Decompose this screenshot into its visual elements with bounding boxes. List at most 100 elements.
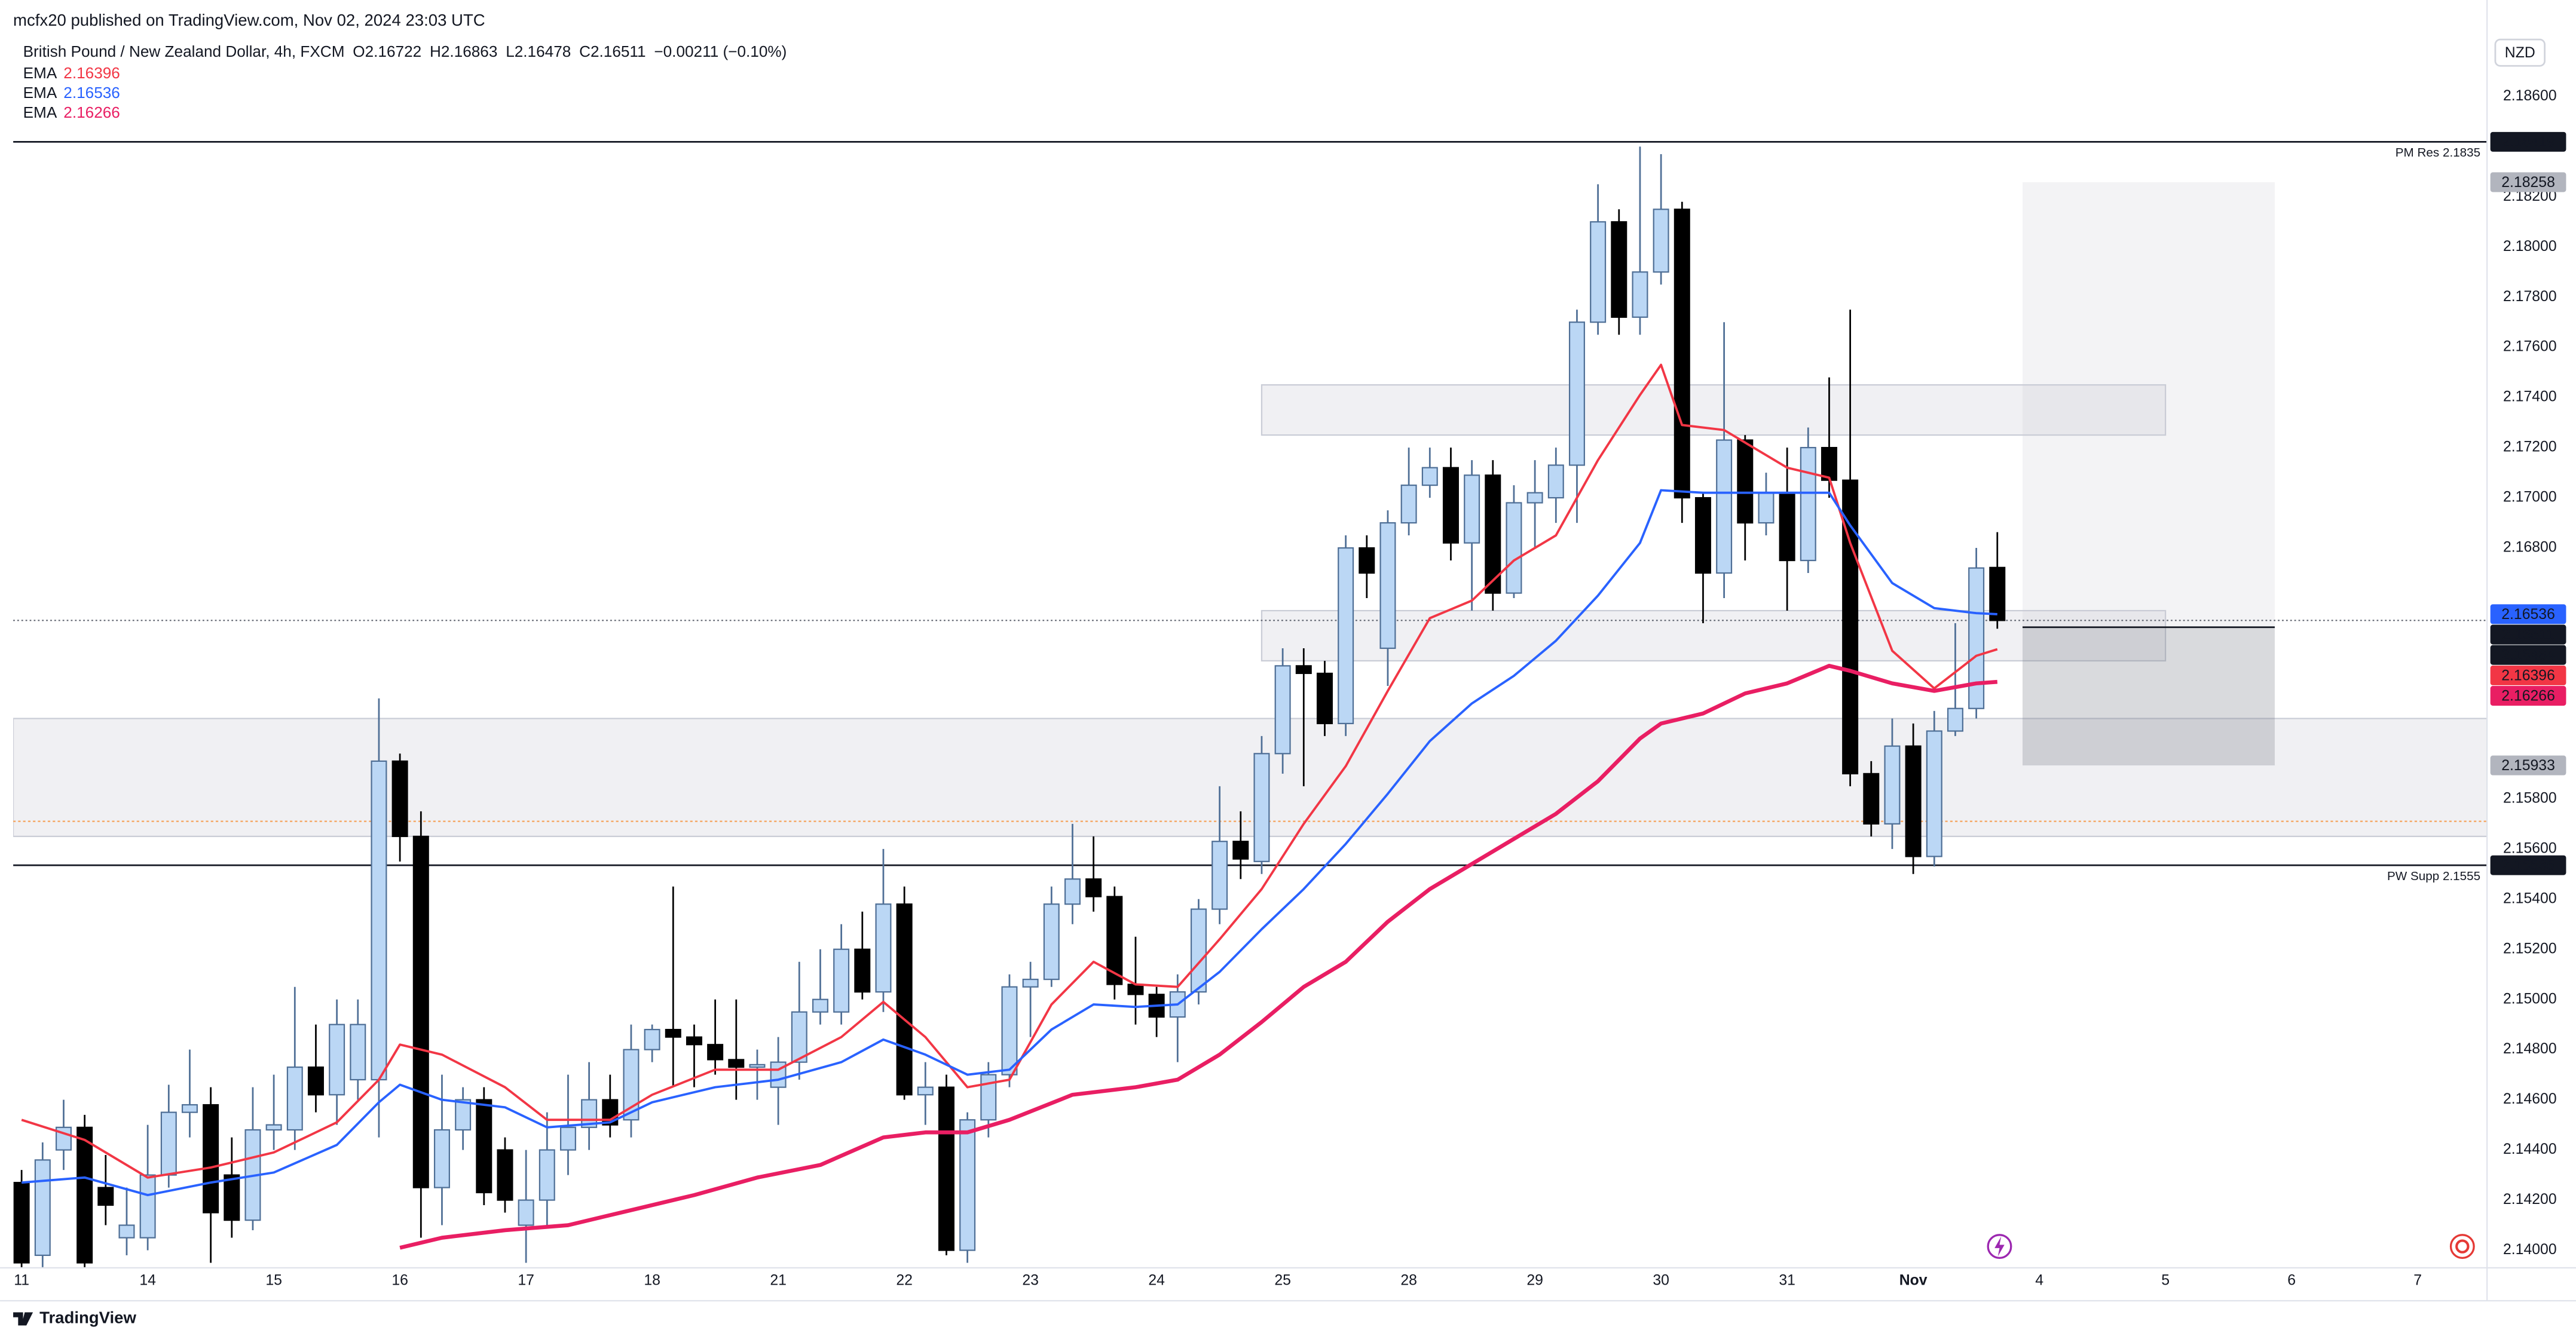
ema-name: EMA	[23, 84, 57, 102]
x-tick-label: 6	[2287, 1273, 2296, 1289]
level-label: PM Res 2.1835	[2396, 146, 2480, 160]
zone	[1261, 609, 2167, 662]
candle-body	[1800, 447, 1816, 562]
candle-body	[1127, 983, 1144, 995]
x-tick-label: Nov	[1899, 1273, 1928, 1289]
y-tick-label: 2.18000	[2503, 238, 2557, 255]
y-tick-label: 2.14400	[2503, 1141, 2557, 1157]
candle-body	[1568, 321, 1585, 466]
candle-body	[728, 1059, 745, 1068]
price-tag-label: 2.18419	[2501, 134, 2555, 150]
event-glyph	[2455, 1239, 2470, 1254]
candle-body	[1442, 467, 1459, 544]
x-tick-label: 21	[770, 1273, 787, 1289]
candle-body	[55, 1126, 72, 1151]
x-tick-label: 29	[1526, 1273, 1543, 1289]
position-target-area	[2022, 182, 2275, 627]
candle-body	[1968, 567, 1985, 709]
candle-body	[181, 1104, 198, 1113]
x-tick-label: 17	[518, 1273, 534, 1289]
candle-body	[665, 1028, 681, 1038]
ohlc-value: 2.16863	[441, 42, 498, 60]
candle-body	[371, 760, 387, 1081]
ema-legend: EMA 2.16266	[23, 103, 120, 121]
ohlc-prefix: H	[430, 42, 441, 60]
x-tick-label: 24	[1148, 1273, 1165, 1289]
y-tick-label: 2.15800	[2503, 790, 2557, 806]
y-tick-label: 2.14000	[2503, 1242, 2557, 1258]
candle-body	[896, 903, 913, 1096]
candle-body	[1632, 271, 1648, 318]
candle-body	[433, 1129, 450, 1188]
ema-value: 2.16396	[63, 64, 120, 82]
candle-body	[959, 1119, 976, 1251]
candle-body	[77, 1126, 93, 1264]
ema-name: EMA	[23, 103, 57, 121]
ema-value: 2.16266	[63, 103, 120, 121]
x-tick-label: 31	[1779, 1273, 1795, 1289]
ema-name: EMA	[23, 64, 57, 82]
currency-button[interactable]	[2494, 38, 2546, 67]
x-tick-label: 30	[1653, 1273, 1669, 1289]
candle-body	[938, 1086, 954, 1251]
candle-body	[412, 835, 429, 1188]
candle-body	[1295, 665, 1312, 675]
candle-body	[1884, 745, 1901, 825]
candle-body	[1674, 209, 1690, 499]
candle-body	[1253, 753, 1270, 862]
ema-line	[21, 363, 1998, 1179]
ohlc-value: 2.16478	[515, 42, 571, 60]
candle-body	[875, 903, 892, 993]
candle-body	[559, 1126, 576, 1151]
candle-body	[1464, 474, 1480, 544]
candle-body	[1022, 979, 1039, 988]
candle-body	[707, 1044, 724, 1061]
candle-body	[286, 1066, 303, 1131]
x-tick-label: 22	[896, 1273, 913, 1289]
ohlc-prefix: C	[579, 42, 591, 60]
candle-body	[1316, 672, 1333, 725]
candle-body	[307, 1066, 324, 1096]
price-tag	[2490, 172, 2566, 192]
candle-body	[1590, 221, 1607, 323]
candle-body	[833, 948, 850, 1013]
x-tick-label: 23	[1022, 1273, 1039, 1289]
y-tick-label: 2.17200	[2503, 439, 2557, 455]
candle-body	[1779, 492, 1795, 562]
x-tick-label: 14	[139, 1273, 156, 1289]
y-tick-label: 2.17400	[2503, 389, 2557, 405]
candle-body	[1085, 878, 1102, 897]
candle-body	[1716, 439, 1733, 574]
y-tick-label: 2.14600	[2503, 1091, 2557, 1107]
candle-body	[265, 1124, 282, 1131]
currency: NZD	[2505, 45, 2535, 61]
candle-body	[97, 1187, 114, 1206]
candle-body	[34, 1159, 51, 1257]
y-tick-label: 2.15400	[2503, 890, 2557, 906]
x-tick-label: 25	[1274, 1273, 1291, 1289]
y-tick-label: 2.17800	[2503, 289, 2557, 305]
x-tick-label: 28	[1400, 1273, 1417, 1289]
alert-glyph	[1994, 1236, 2005, 1257]
price-tag	[2490, 604, 2566, 624]
candle-body	[1274, 665, 1291, 755]
ohlc-prefix: L	[506, 42, 515, 60]
legend: British Pound / New Zealand Dollar, 4h, …	[23, 42, 787, 121]
candle-body	[350, 1024, 366, 1081]
candle-body	[1379, 522, 1396, 649]
candle-body	[854, 948, 871, 993]
candle-body	[1758, 492, 1775, 524]
candle-body	[791, 1011, 807, 1063]
zone	[1261, 384, 2167, 436]
price-tag	[2490, 131, 2566, 152]
candle-body	[1485, 474, 1501, 594]
candle-body	[455, 1099, 472, 1131]
candle-body	[203, 1104, 219, 1214]
event-icon[interactable]	[2449, 1234, 2475, 1260]
x-tick-label: 5	[2161, 1273, 2170, 1289]
candle-body	[1338, 547, 1354, 725]
candle-body	[1611, 221, 1627, 318]
ohlc-value: 2.16722	[365, 42, 422, 60]
candle-body	[118, 1224, 135, 1239]
